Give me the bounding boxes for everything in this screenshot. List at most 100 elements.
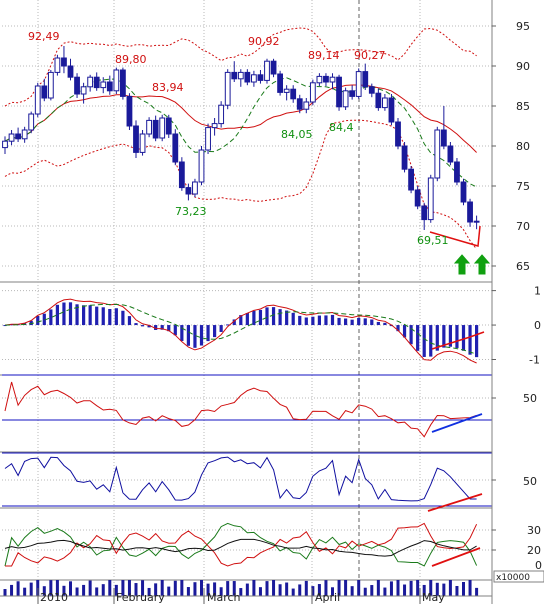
volume-bar-32 [213, 582, 217, 596]
macd-histogram-bar-46 [304, 317, 308, 326]
macd-histogram-bar-20 [134, 323, 138, 326]
candle-50 [329, 73, 336, 90]
macd-histogram-bar-22 [147, 325, 151, 328]
macd-histogram-bar-17 [114, 308, 118, 326]
macd-histogram-bar-72 [475, 325, 479, 358]
macd-histogram-bar-49 [324, 315, 328, 326]
candle-body-down [277, 73, 284, 93]
volume-bar-45 [298, 584, 302, 596]
macd-histogram-bar-4 [29, 320, 33, 326]
candle-body-down [74, 76, 80, 95]
volume-bar-14 [95, 587, 99, 596]
candle-body-up [205, 127, 211, 151]
candle-39 [257, 70, 264, 84]
annotation-6: 73,23 [175, 205, 207, 218]
volume-tick-label-0: 0 [535, 559, 542, 572]
candle-body-up [264, 60, 270, 81]
macd-histogram-bar-43 [285, 310, 289, 326]
stoch-tick-label-0: 50 [523, 475, 537, 488]
macd-histogram-bar-50 [330, 314, 335, 326]
macd-histogram-bar-29 [193, 325, 197, 348]
candle-29 [192, 178, 198, 198]
volume-panel [0, 580, 492, 597]
macd-histogram-bar-38 [252, 310, 256, 326]
x-tick-label-0: 2010 [40, 591, 68, 604]
candle-body-down [41, 85, 48, 99]
candle-23 [152, 115, 159, 142]
x-tick-label-2: March [207, 591, 241, 604]
macd-histogram-bar-45 [298, 315, 302, 326]
candle-27 [178, 157, 185, 191]
volume-bar-48 [317, 584, 321, 596]
candle-4 [28, 111, 35, 134]
macd-histogram-bar-65 [429, 325, 433, 357]
candle-40 [264, 58, 270, 84]
macd-histogram-bar-71 [468, 325, 472, 355]
volume-bar-11 [75, 587, 79, 596]
volume-bar-12 [82, 584, 86, 596]
volume-bar-34 [226, 581, 230, 596]
candle-body-up [28, 113, 35, 131]
candle-62 [408, 166, 415, 194]
rsi-divergence-line [431, 413, 483, 433]
candle-37 [244, 69, 251, 86]
x-tick-label-4: May [422, 591, 445, 604]
macd-histogram-bar-11 [75, 304, 79, 326]
candle-body-up [355, 71, 362, 97]
price-annotations: 92,49 89,80 83,94 90,92 89,14 90,27 73,23 84,05… [28, 30, 449, 247]
volume-bar-19 [127, 580, 131, 596]
macd-histogram-bar-56 [370, 319, 374, 326]
candle-body-down [290, 88, 297, 100]
macd-histogram-bar-39 [258, 309, 263, 326]
candle-body-up [146, 119, 152, 135]
volume-bar-43 [285, 582, 289, 596]
candle-72 [473, 215, 480, 230]
volume-bar-28 [186, 587, 190, 596]
candle-42 [277, 70, 284, 96]
candle-body-up [113, 69, 120, 92]
macd-histogram-bar-6 [42, 313, 46, 326]
stochastic-panel [2, 452, 492, 507]
macd-histogram-bar-26 [173, 325, 177, 336]
price-tick-label-4: 75 [516, 180, 530, 193]
candle-body-down [447, 145, 454, 163]
candle-body-down [178, 161, 185, 189]
candle-31 [205, 123, 211, 154]
annotation-3: 90,92 [248, 35, 280, 48]
macd-histogram-bar-24 [160, 325, 164, 330]
volume-bar-30 [200, 580, 203, 596]
macd-histogram-bar-42 [278, 309, 282, 326]
volume-bar-23 [154, 583, 158, 596]
adx-line [4, 538, 477, 557]
candle-21 [139, 130, 146, 156]
candle-body-up [34, 85, 41, 115]
adx-plus-di [4, 522, 478, 567]
candle-body-down [388, 97, 395, 123]
candle-68 [447, 142, 454, 166]
volume-bar-3 [23, 587, 27, 596]
macd-histogram-bar-61 [402, 325, 407, 338]
adx-tick-label-0: 30 [527, 524, 541, 537]
candle-body-down [93, 76, 100, 89]
candle-1 [8, 130, 15, 146]
macd-histogram-bar-41 [271, 307, 276, 326]
macd-histogram-bar-63 [416, 325, 420, 351]
volume-bar-55 [363, 587, 367, 596]
candle-body-down [296, 98, 303, 110]
adx-tick-label-1: 20 [527, 544, 541, 557]
candle-body-down [395, 121, 401, 147]
volume-bar-67 [442, 583, 446, 596]
candle-body-down [270, 60, 277, 75]
candle-32 [211, 118, 218, 136]
grid-layer [0, 0, 492, 596]
volume-bar-10 [69, 581, 72, 596]
candle-6 [41, 78, 48, 102]
candle-body-up [80, 86, 87, 95]
candle-17 [113, 67, 120, 94]
macd-histogram-bar-16 [108, 308, 112, 326]
candle-46 [303, 98, 310, 114]
macd-line [4, 298, 477, 364]
candle-body-down [133, 125, 139, 153]
candle-11 [74, 73, 80, 98]
